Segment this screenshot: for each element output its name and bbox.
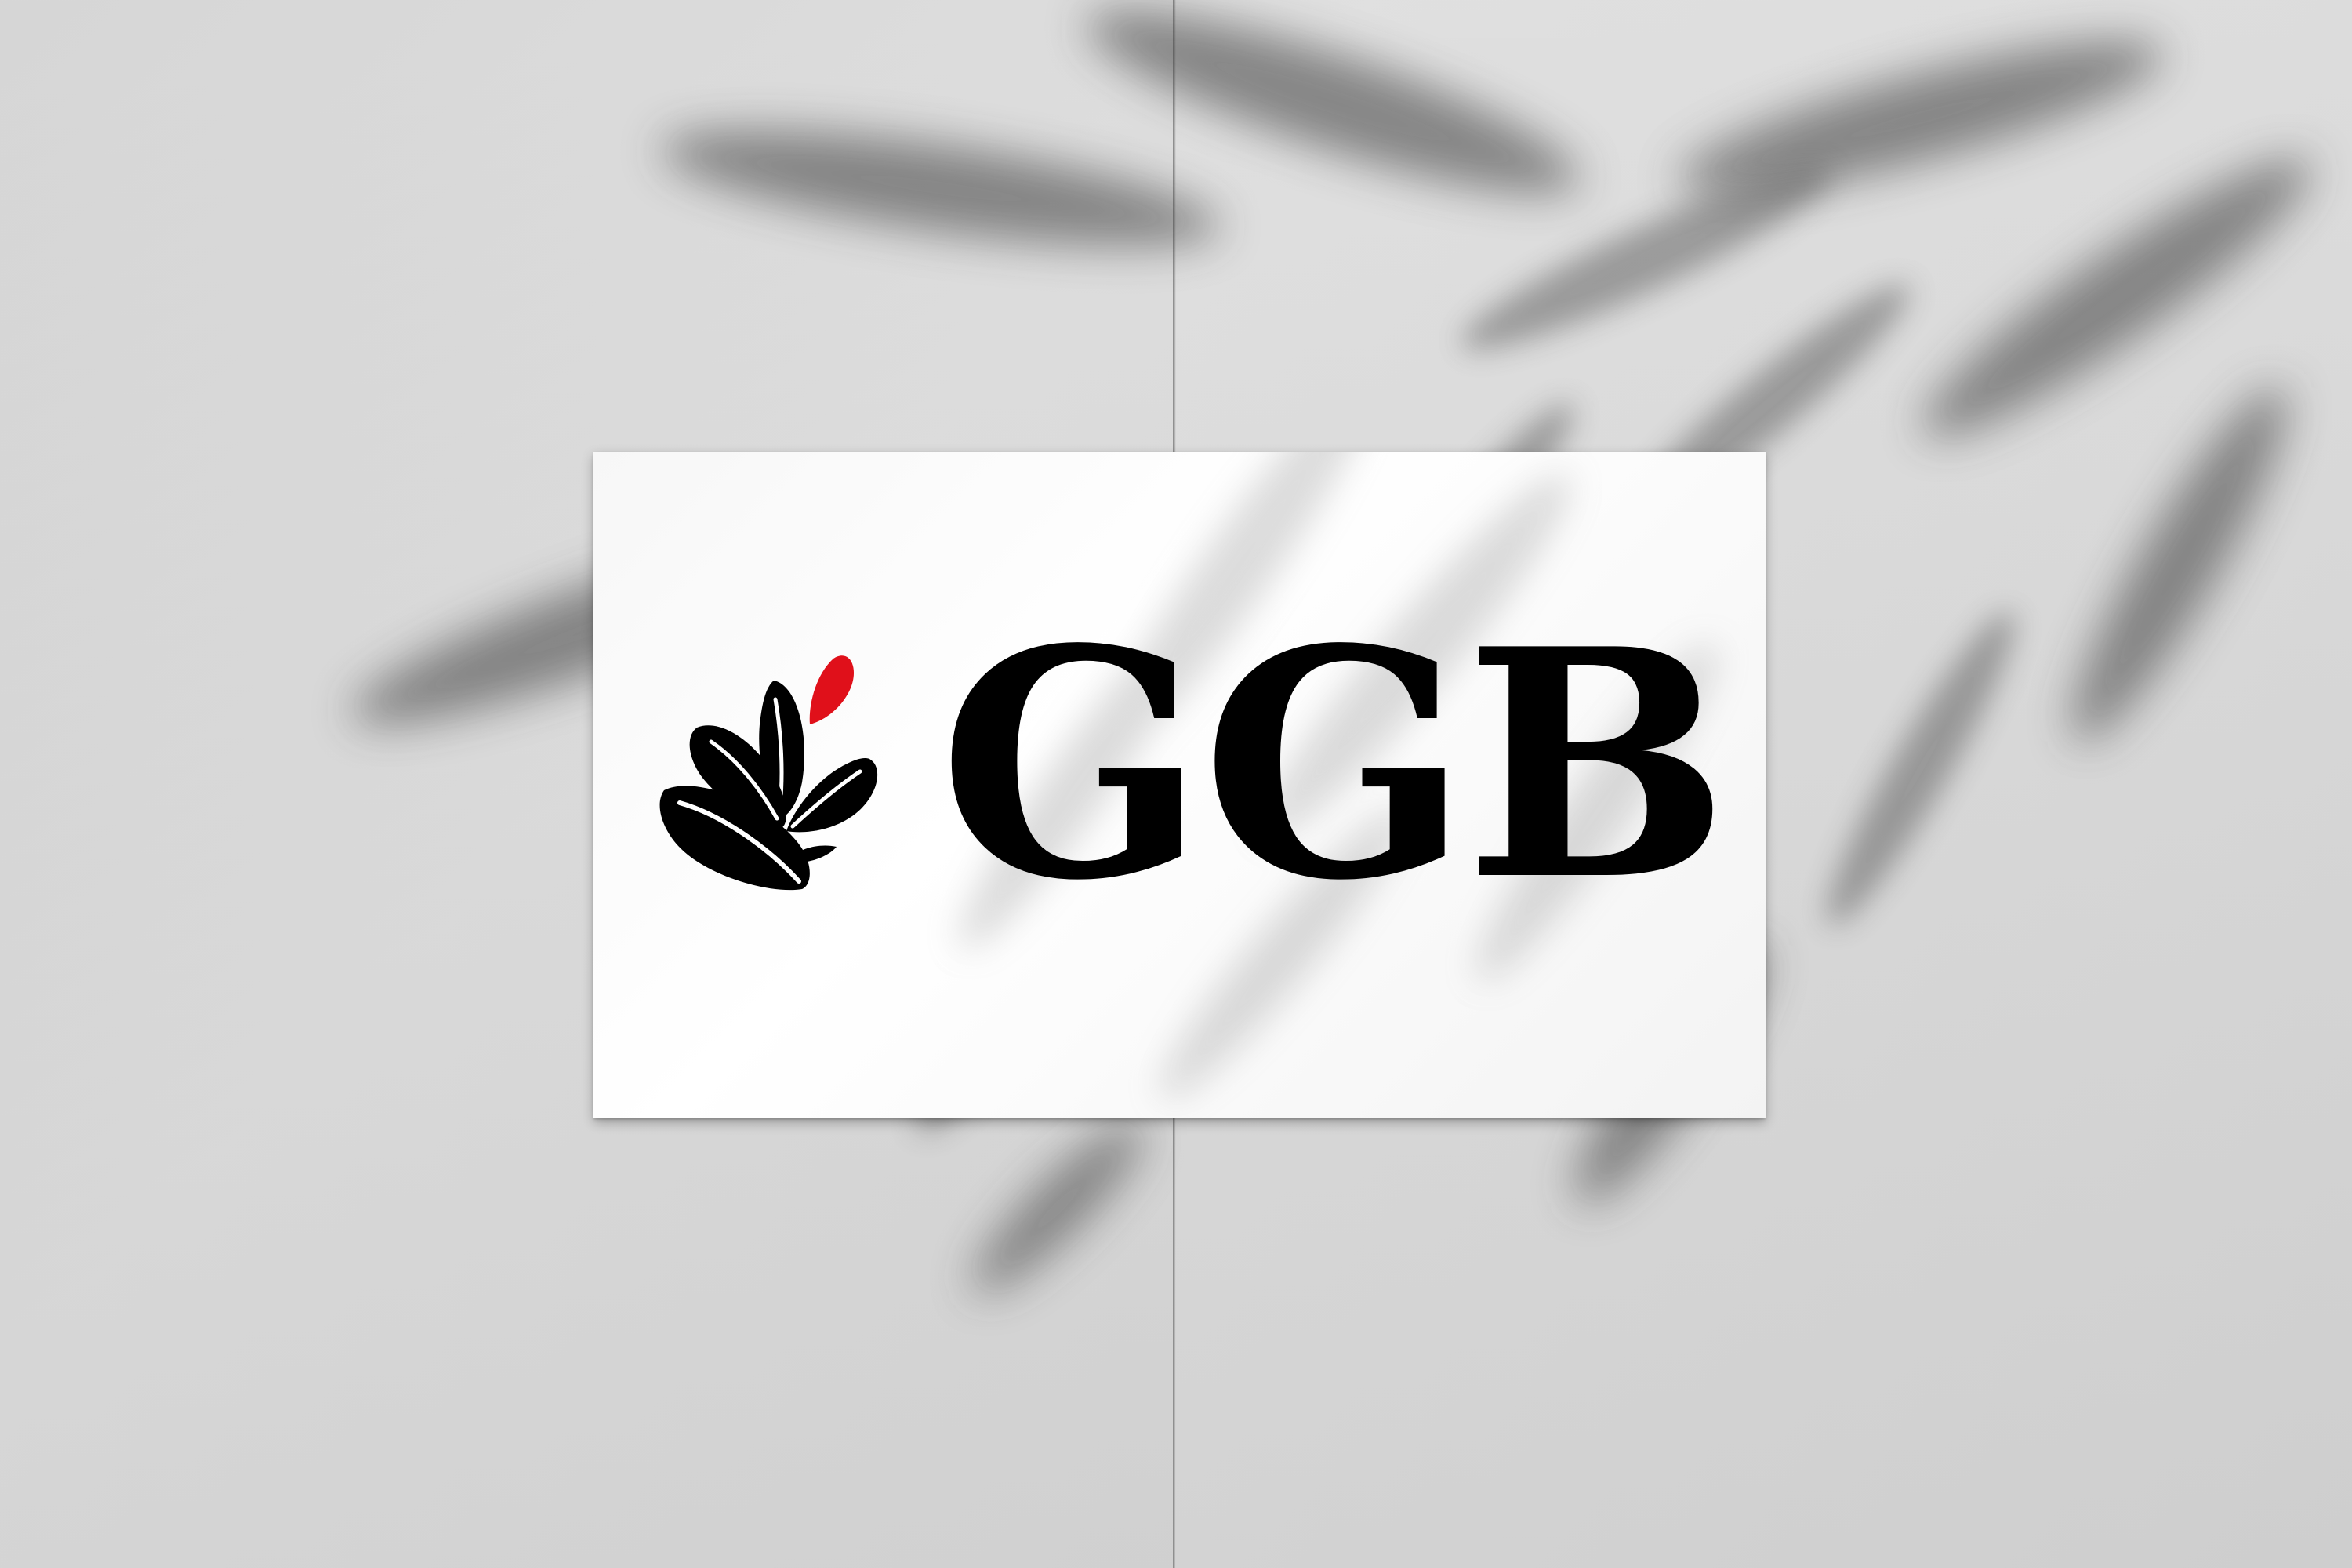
logo-letter-g-1: G bbox=[938, 581, 1207, 949]
business-card: GGB bbox=[593, 452, 1766, 1118]
logo-letter-b: B bbox=[1465, 581, 1730, 949]
logo-letter-g-2: G bbox=[1201, 581, 1470, 949]
logo-wordmark: GGB bbox=[938, 608, 1730, 922]
leaves-icon bbox=[659, 655, 878, 891]
